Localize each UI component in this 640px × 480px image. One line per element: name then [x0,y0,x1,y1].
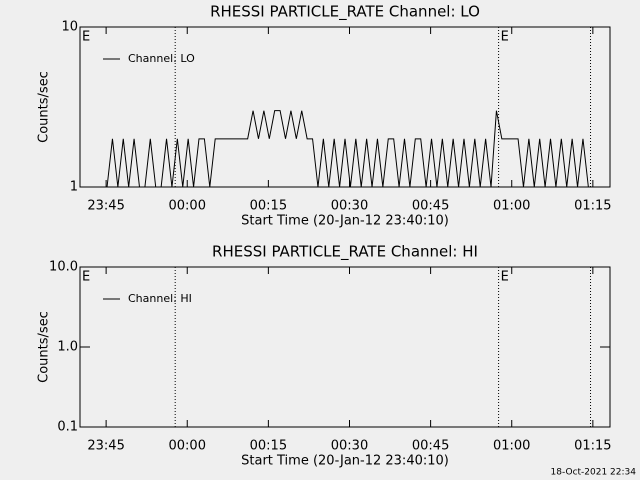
y-tick-label: 10 [61,20,78,35]
y-tick-label: 1 [70,180,78,195]
x-tick-label: 01:00 [493,439,530,454]
annotation: E [82,270,90,285]
x-tick-label: 23:45 [87,439,124,454]
y-axis-label: Counts/sec [37,71,52,143]
footer: 18-Oct-2021 22:34 [551,468,637,478]
y-axis-label: Counts/sec [37,311,52,383]
x-tick-label: 01:15 [574,199,611,214]
chart-title: RHESSI PARTICLE_RATE Channel: LO [210,3,480,22]
x-tick-label: 00:00 [169,439,206,454]
y-tick-label: 1.0 [57,340,78,355]
y-tick-label: 10.0 [49,260,78,275]
x-tick-label: 00:30 [331,199,368,214]
x-tick-label: 01:15 [574,439,611,454]
plot-frame [79,266,611,428]
legend-label: Channel: LO [128,52,195,65]
annotation: E [501,270,509,285]
chart-title: RHESSI PARTICLE_RATE Channel: HI [212,243,478,262]
annotation: E [82,30,90,45]
x-axis-label: Start Time (20-Jan-12 23:40:10) [241,454,449,469]
x-axis-label: Start Time (20-Jan-12 23:40:10) [241,214,449,229]
x-tick-label: 00:15 [250,199,287,214]
x-tick-label: 00:45 [412,199,449,214]
x-tick-label: 00:15 [250,439,287,454]
y-tick-label: 0.1 [57,420,78,435]
legend-label: Channel: HI [128,292,192,305]
x-tick-label: 01:00 [493,199,530,214]
x-tick-label: 00:30 [331,439,368,454]
x-tick-label: 23:45 [87,199,124,214]
annotation: E [501,30,509,45]
plot-frame [79,26,611,188]
x-tick-label: 00:00 [169,199,206,214]
x-tick-label: 00:45 [412,439,449,454]
series-line [106,110,589,188]
